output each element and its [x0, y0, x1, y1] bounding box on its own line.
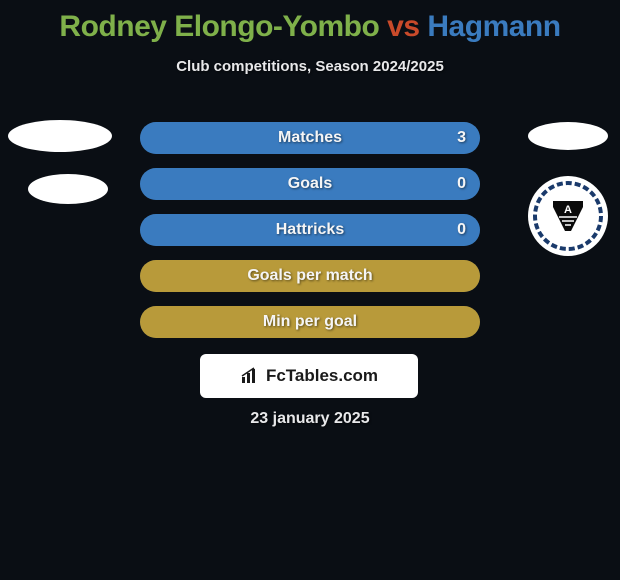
right-avatar-badge-group: A: [528, 122, 608, 256]
subtitle: Club competitions, Season 2024/2025: [0, 58, 620, 75]
brand-box: FcTables.com: [200, 354, 418, 398]
stat-label: Hattricks: [140, 214, 480, 246]
brand-label: FcTables.com: [266, 366, 378, 386]
stat-row: Matches3: [140, 122, 480, 154]
club-badge: A: [528, 176, 608, 256]
stat-label: Goals per match: [140, 260, 480, 292]
stat-rows: Matches3Goals0Hattricks0Goals per matchM…: [140, 122, 480, 352]
left-avatar-placeholders: [8, 120, 112, 204]
date-text: 23 january 2025: [0, 410, 620, 428]
title-segment: vs: [379, 10, 427, 43]
brand-text: FcTables.com: [240, 366, 378, 386]
stat-value: 0: [457, 168, 466, 200]
right-oval-placeholder: [528, 122, 608, 150]
page-title: Rodney Elongo-Yombo vs Hagmann: [0, 0, 620, 44]
stat-value: 0: [457, 214, 466, 246]
stat-row: Goals0: [140, 168, 480, 200]
stat-label: Min per goal: [140, 306, 480, 338]
stat-value: 3: [457, 122, 466, 154]
svg-text:A: A: [564, 204, 572, 216]
avatar-placeholder-oval: [8, 120, 112, 152]
stat-label: Matches: [140, 122, 480, 154]
title-segment: Hagmann: [427, 10, 560, 43]
stat-row: Goals per match: [140, 260, 480, 292]
stat-row: Min per goal: [140, 306, 480, 338]
stat-row: Hattricks0: [140, 214, 480, 246]
avatar-placeholder-oval: [28, 174, 108, 204]
club-badge-svg: A: [533, 181, 603, 251]
brand-chart-icon: [240, 367, 262, 385]
stat-label: Goals: [140, 168, 480, 200]
title-segment: Rodney Elongo-Yombo: [59, 10, 379, 43]
infographic-container: Rodney Elongo-Yombo vs Hagmann Club comp…: [0, 0, 620, 580]
